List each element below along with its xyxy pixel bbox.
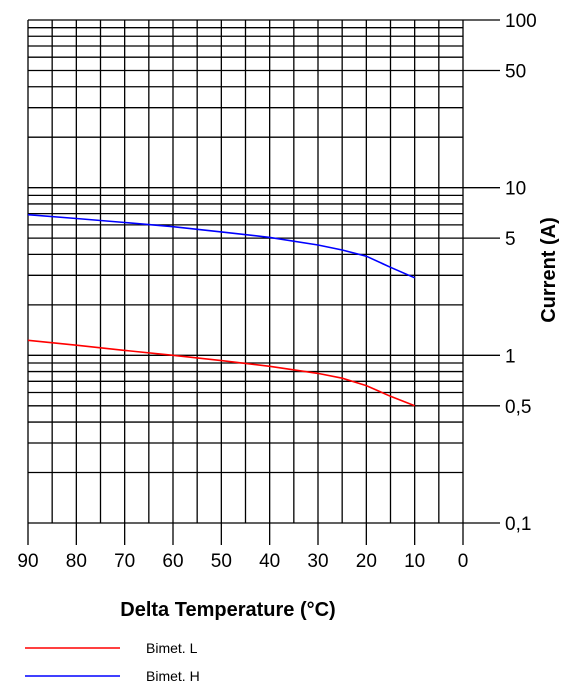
series-lines xyxy=(27,213,416,407)
x-tick-label: 20 xyxy=(356,551,377,572)
y-tick-label: 10 xyxy=(505,179,526,200)
y-axis-title: Current (A) xyxy=(538,217,560,323)
x-tick-label: 0 xyxy=(458,551,469,572)
x-tick-label: 70 xyxy=(114,551,135,572)
x-tick-label: 90 xyxy=(17,551,38,572)
y-tick-labels: 0,1 0,5 1 5 10 50 100 xyxy=(463,11,537,535)
y-tick-label: 100 xyxy=(505,11,537,32)
grid xyxy=(27,19,464,524)
x-tick-label: 10 xyxy=(404,551,425,572)
legend: Bimet. L Bimet. H xyxy=(25,640,200,684)
x-axis-title: Delta Temperature (°C) xyxy=(120,599,335,621)
y-tick-label: 0,1 xyxy=(505,514,531,535)
y-tick-label: 1 xyxy=(505,346,516,367)
y-tick-label: 0,5 xyxy=(505,397,531,418)
x-tick-label: 80 xyxy=(66,551,87,572)
x-tick-label: 30 xyxy=(307,551,328,572)
y-tick-label: 50 xyxy=(505,61,526,82)
legend-label: Bimet. H xyxy=(146,668,200,684)
x-tick-label: 40 xyxy=(259,551,280,572)
series-line-2 xyxy=(27,213,416,279)
x-tick-labels: 90 80 70 60 50 40 30 20 10 0 xyxy=(17,523,468,572)
series-line-1 xyxy=(27,339,415,407)
y-tick-label: 5 xyxy=(505,229,516,250)
legend-label: Bimet. L xyxy=(146,640,198,656)
x-tick-label: 50 xyxy=(211,551,232,572)
x-tick-label: 60 xyxy=(162,551,183,572)
